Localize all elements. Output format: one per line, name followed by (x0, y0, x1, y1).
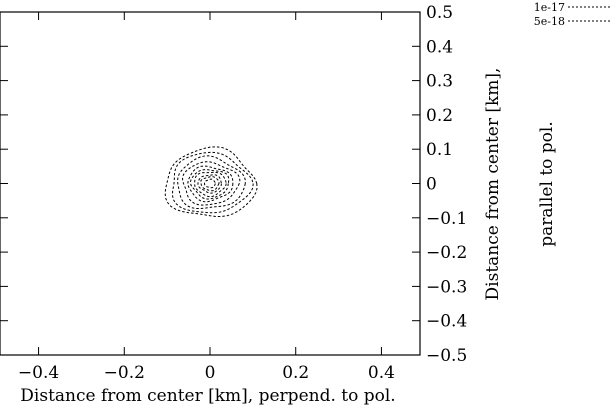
y-tick-label: 0.5 (426, 3, 453, 23)
contour-line-5e-18 (190, 169, 230, 200)
y-tick-label: 0.2 (426, 106, 453, 126)
plot-frame-group (0, 11, 421, 356)
contour-line-5e-18 (203, 178, 216, 189)
y-tick-label: −0.2 (426, 243, 467, 263)
x-tick-label: 0.4 (368, 363, 395, 383)
x-axis-label: Distance from center [km], perpend. to p… (20, 386, 395, 406)
contour-line-5e-18 (171, 151, 254, 214)
y-tick-label: −0.5 (426, 346, 467, 366)
legend-label-1e-17: 1e-17 (534, 1, 565, 14)
x-tick-label: −0.2 (104, 363, 145, 383)
contour-line-5e-18 (182, 161, 241, 206)
legend-label-5e-18: 5e-18 (534, 15, 565, 28)
x-tick-label: −0.4 (18, 363, 59, 383)
y-tick-label: 0.4 (426, 37, 453, 57)
y-tick-label: −0.4 (426, 312, 467, 332)
y-axis-label-line2: parallel to pol. (537, 121, 557, 246)
plot-frame (0, 11, 421, 356)
contour-lines (164, 146, 258, 218)
contour-line-1e-17 (177, 155, 246, 210)
contour-line-1e-17 (164, 146, 258, 218)
contour-line-1e-17 (194, 171, 227, 198)
contour-line-1e-17 (200, 176, 220, 192)
y-tick-label: −0.3 (426, 277, 467, 297)
y-tick-label: 0 (426, 175, 437, 195)
legend: 1e-17 5e-18 (534, 1, 612, 28)
x-axis-ticks: −0.4 −0.2 0 0.2 0.4 (18, 12, 395, 383)
contour-line-1e-17 (187, 165, 234, 203)
x-tick-label: 0.2 (282, 363, 309, 383)
y-tick-label: 0.1 (426, 140, 453, 160)
x-tick-label: 0 (205, 363, 216, 383)
y-tick-label: 0.3 (426, 72, 453, 92)
y-axis-label-line1: Distance from center [km], (483, 68, 503, 301)
y-axis-ticks: 0.5 0.4 0.3 0.2 0.1 0 −0.1 −0.2 −0.3 −0.4 −0.5 (0, 3, 467, 366)
y-tick-label: −0.1 (426, 209, 467, 229)
contour-line-5e-18 (197, 174, 222, 194)
y-axis-label-group: Distance from center [km], parallel to p… (483, 68, 557, 301)
